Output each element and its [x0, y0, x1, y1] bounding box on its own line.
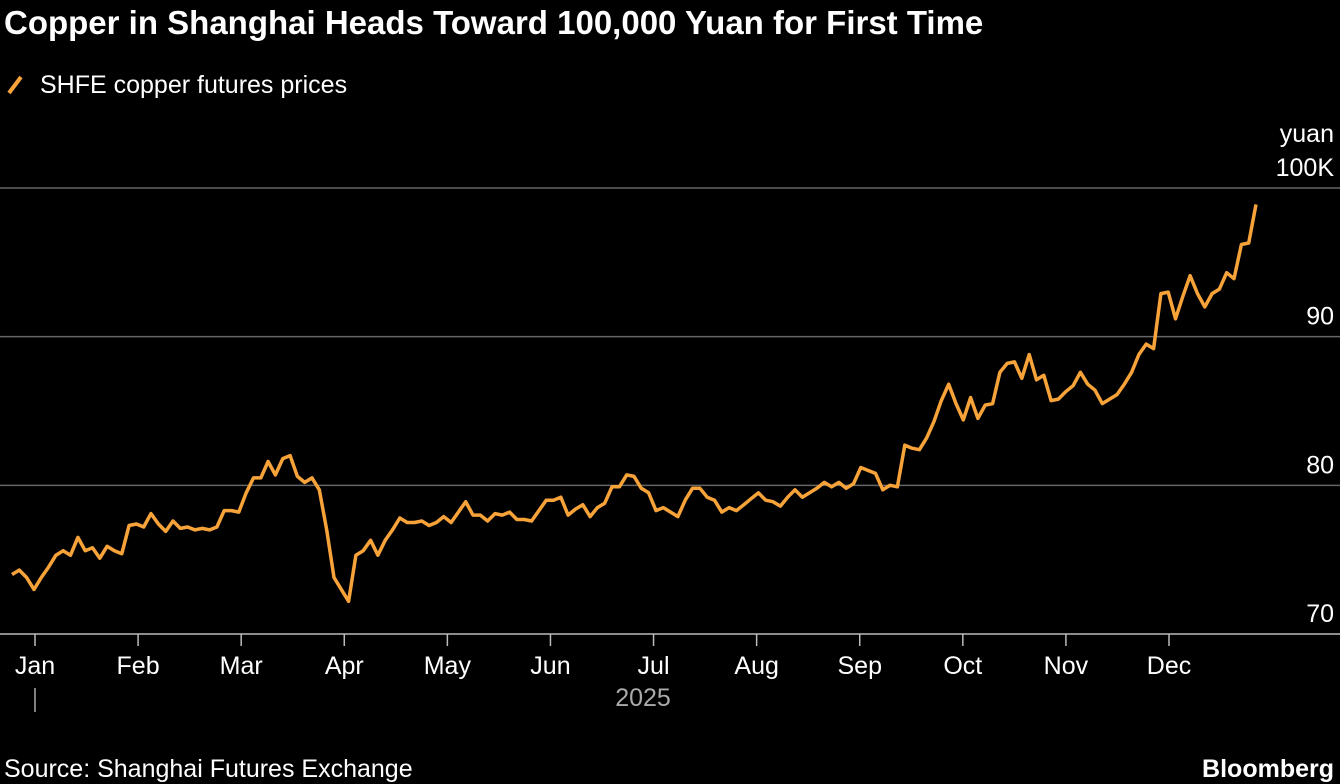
legend-icon — [7, 75, 23, 95]
legend-label: SHFE copper futures prices — [40, 71, 347, 99]
x-axis-label: 2025 — [615, 684, 671, 712]
x-tick-label: Oct — [943, 652, 982, 680]
x-tick-label: Aug — [734, 652, 778, 680]
x-tick-label: Nov — [1044, 652, 1089, 680]
chart-title: Copper in Shanghai Heads Toward 100,000 … — [4, 4, 983, 41]
x-tick-label: Dec — [1147, 652, 1191, 680]
x-tick-label: Jun — [530, 652, 570, 680]
x-tick-label: Jul — [638, 652, 670, 680]
x-tick-label: Mar — [220, 652, 263, 680]
y-tick-label: 70 — [1306, 600, 1334, 628]
y-tick-label: 100K — [1276, 154, 1335, 182]
x-tick-label: Feb — [117, 652, 160, 680]
y-tick-label: 80 — [1306, 451, 1334, 479]
x-tick-label: Sep — [837, 652, 881, 680]
price-line — [11, 204, 1258, 604]
x-tick-label: Apr — [325, 652, 364, 680]
source: Source: Shanghai Futures Exchange — [4, 755, 413, 783]
y-axis-label: yuan — [1280, 120, 1334, 148]
brand: Bloomberg — [1202, 755, 1334, 783]
x-tick-label: Jan — [15, 652, 55, 680]
y-tick-label: 90 — [1306, 303, 1334, 331]
x-tick-label: May — [424, 652, 472, 680]
